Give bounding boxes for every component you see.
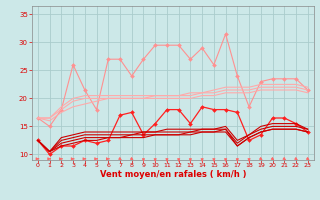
X-axis label: Vent moyen/en rafales ( km/h ): Vent moyen/en rafales ( km/h )	[100, 170, 246, 179]
